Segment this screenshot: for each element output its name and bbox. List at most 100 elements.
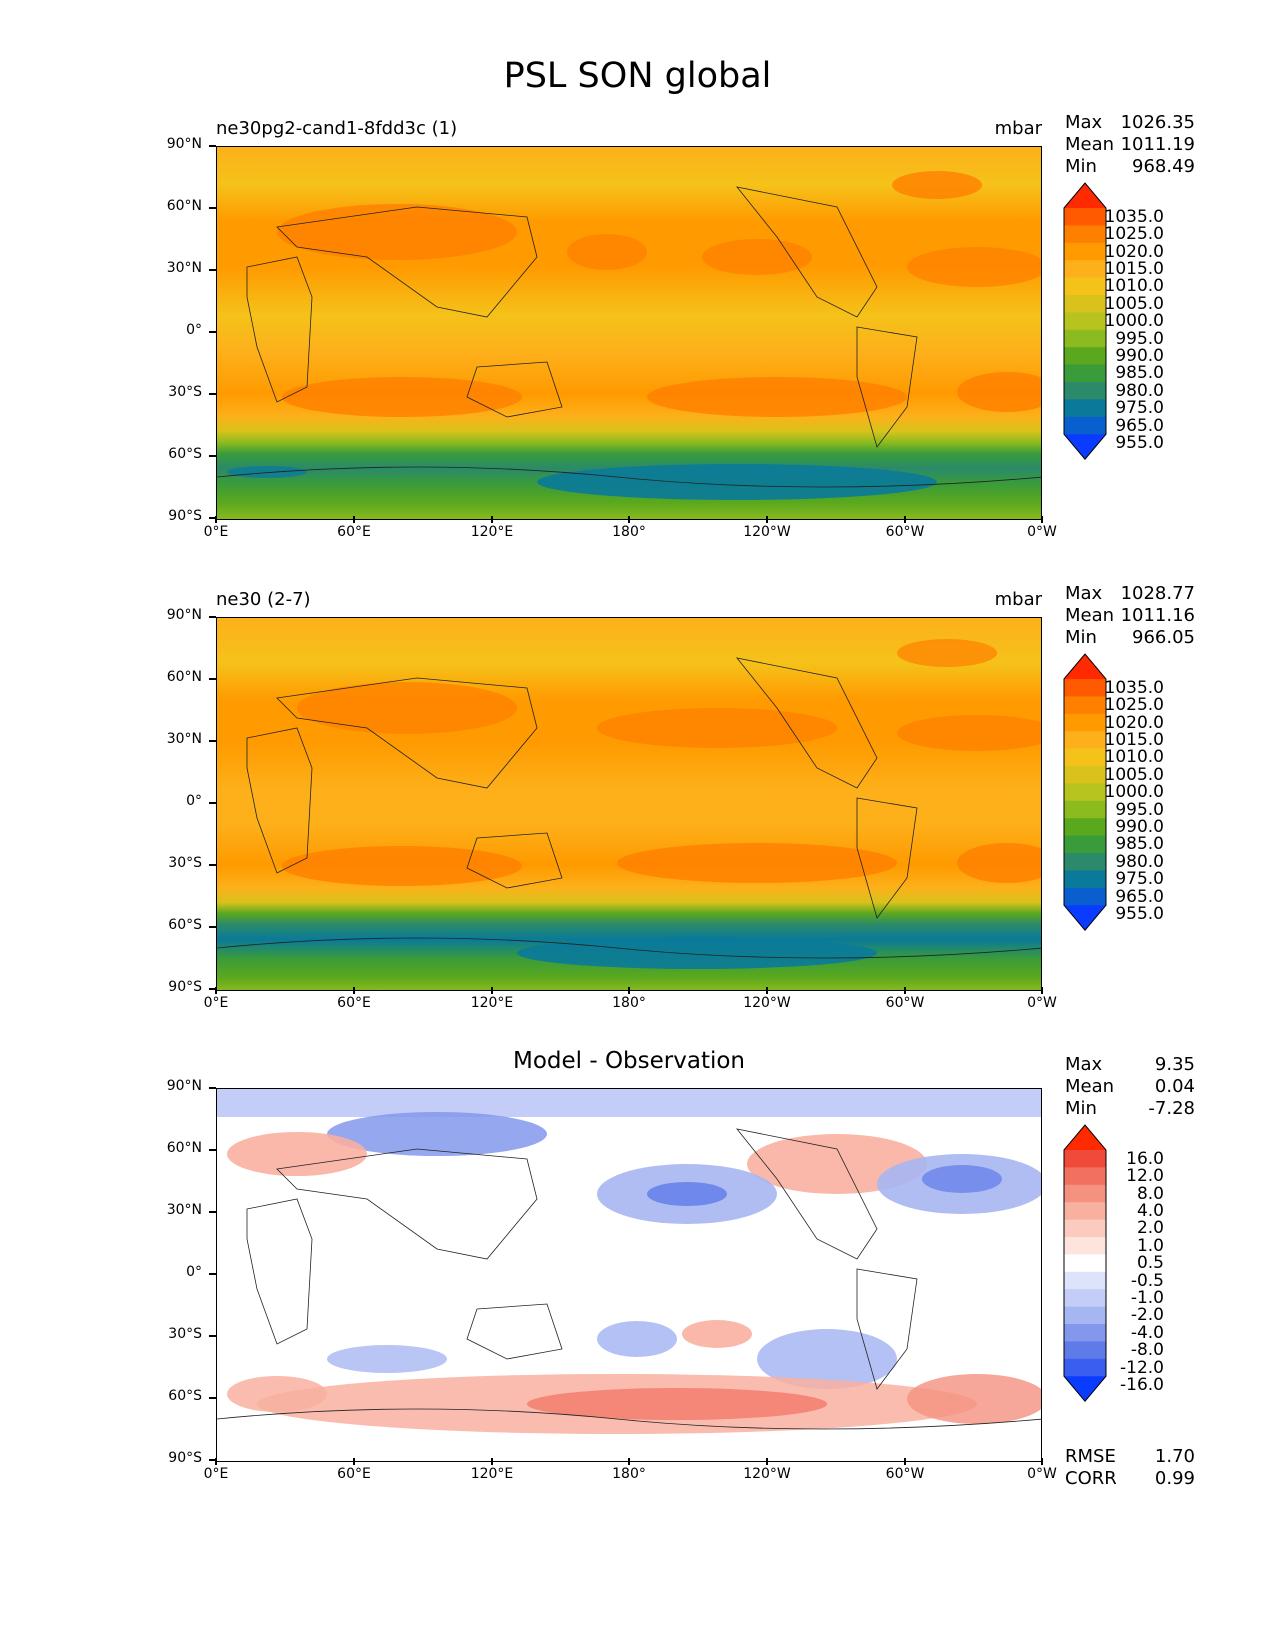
colorbar-tick-label: 0.5 [1136,1253,1164,1274]
rmse-value: 1.70 [1154,1446,1195,1467]
colorbar-tick-label: 2.0 [1136,1218,1164,1239]
map-plot [216,146,1042,520]
figure-title: PSL SON global [503,56,772,96]
colorbar-extend-top [1064,183,1106,208]
min-value: 966.05 [1132,627,1195,648]
colorbar-segment [1064,766,1106,784]
colorbar [1063,653,1107,935]
colorbar-segment [1064,1202,1106,1221]
colorbar-segment [1064,731,1106,750]
colorbar-tick-label: 995.0 [1115,328,1164,349]
colorbar-tick-label: 1020.0 [1104,712,1164,733]
colorbar-tick-label: 1000.0 [1104,311,1164,332]
colorbar-segment [1064,295,1106,313]
y-tick: 60°N [142,1140,216,1156]
colorbar-tick-label: 1000.0 [1104,782,1164,803]
colorbar-tick-label: 12.0 [1126,1166,1164,1187]
pressure-field-test [217,147,1041,519]
x-tick: 0°W [1002,1458,1082,1482]
colorbar-tick-label: 965.0 [1115,886,1164,907]
colorbar-segment [1064,416,1106,435]
max-label: Max [1065,112,1103,133]
colorbar-segment [1064,242,1106,261]
colorbar-tick-label: 4.0 [1136,1200,1164,1221]
colorbar-tick-label: 1015.0 [1104,729,1164,750]
stats-box: Max 9.35 Mean 0.04 Min -7.28 [1065,1054,1195,1120]
mean-value: 1011.19 [1120,134,1195,155]
x-tick: 60°E [314,1458,394,1482]
colorbar-segment [1064,696,1106,715]
colorbar-extend-top [1064,654,1106,679]
corr-value: 0.99 [1154,1468,1195,1489]
colorbar-segment [1064,1324,1106,1342]
colorbar-segment [1064,679,1106,697]
y-tick: 90°N [142,607,216,623]
colorbar-segment [1064,399,1106,418]
colorbar [1063,1124,1107,1406]
colorbar-svg [1063,182,1107,460]
x-tick: 120°E [452,516,532,540]
colorbar-tick-label: 1025.0 [1104,224,1164,245]
colorbar-tick-label: 1025.0 [1104,695,1164,716]
colorbar-segment [1064,713,1106,732]
colorbar-segment [1064,1289,1106,1308]
y-tick: 30°S [142,1326,216,1342]
difference-field [217,1089,1041,1461]
colorbar-segment [1064,260,1106,279]
colorbar-svg [1063,653,1107,931]
x-tick: 60°W [865,1458,945,1482]
colorbar-tick-label: 8.0 [1136,1183,1164,1204]
colorbar-segment [1064,853,1106,871]
colorbar-tick-label: 1010.0 [1104,747,1164,768]
max-value: 1028.77 [1120,583,1195,604]
panel-units: mbar [994,118,1042,139]
y-tick: 90°S [142,508,216,524]
colorbar-segment [1064,800,1106,819]
colorbar-tick-label: -0.5 [1130,1270,1164,1291]
x-tick: 120°E [452,987,532,1011]
colorbar-segment [1064,382,1106,400]
colorbar-svg [1063,1124,1107,1402]
x-tick: 0°W [1002,987,1082,1011]
colorbar-tick-label: 990.0 [1115,345,1164,366]
colorbar-extend-bottom [1064,1376,1106,1402]
colorbar-segment [1064,783,1106,802]
colorbar-tick-label: 955.0 [1115,903,1164,924]
x-tick: 120°E [452,1458,532,1482]
y-tick: 60°S [142,446,216,462]
y-tick: 30°N [142,731,216,747]
panel-reference: ne30 (2-7) mbar [0,583,1275,1057]
min-label: Min [1065,156,1097,177]
colorbar-tick-label: 985.0 [1115,834,1164,855]
y-tick: 60°N [142,669,216,685]
colorbar-tick-label: 980.0 [1115,380,1164,401]
x-tick: 180° [589,516,669,540]
x-tick: 0°E [176,1458,256,1482]
colorbar-segment [1064,364,1106,383]
panel-test: ne30pg2-cand1-8fdd3c (1) mbar [0,112,1275,586]
colorbar-tick-label: 985.0 [1115,363,1164,384]
colorbar-tick-label: 1005.0 [1104,293,1164,314]
y-tick: 0° [142,322,216,338]
colorbar-extend-bottom [1064,434,1106,460]
colorbar-tick-label: -12.0 [1120,1357,1164,1378]
colorbar-tick-label: 1035.0 [1104,677,1164,698]
colorbar-segment [1064,1306,1106,1325]
colorbar-segment [1064,1237,1106,1255]
colorbar-tick-label: 1.0 [1136,1235,1164,1256]
y-tick: 0° [142,793,216,809]
panel-left-title: ne30 (2-7) [216,589,311,610]
colorbar-segment [1064,748,1106,767]
x-tick: 0°W [1002,516,1082,540]
colorbar-tick-label: -16.0 [1120,1374,1164,1395]
colorbar-tick-label: -2.0 [1130,1305,1164,1326]
colorbar-tick-label: -8.0 [1130,1340,1164,1361]
colorbar-segment [1064,887,1106,906]
colorbar-tick-label: 955.0 [1115,432,1164,453]
colorbar-segment [1064,818,1106,837]
colorbar-segment [1064,1254,1106,1273]
colorbar-outline [1063,1124,1107,1402]
x-tick: 120°W [727,987,807,1011]
map-plot [216,1088,1042,1462]
colorbar-outline [1063,653,1107,931]
